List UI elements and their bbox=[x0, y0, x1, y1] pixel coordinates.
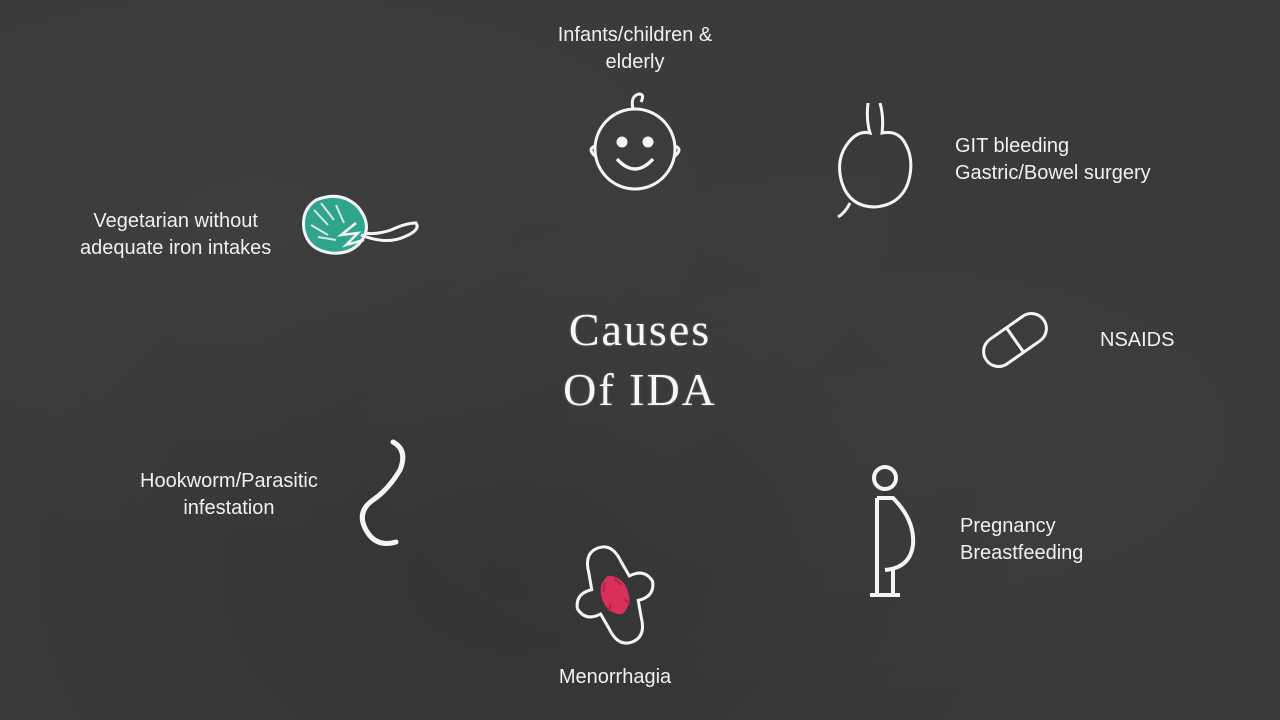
node-menorrhagia: Menorrhagia bbox=[500, 530, 730, 691]
node-nsaids: NSAIDS bbox=[960, 290, 1240, 390]
center-title: Causes Of IDA bbox=[563, 300, 717, 420]
menorrhagia-label: Menorrhagia bbox=[559, 664, 671, 691]
node-git: GIT bleeding Gastric/Bowel surgery bbox=[820, 95, 1200, 225]
nsaids-label: NSAIDS bbox=[1100, 327, 1174, 354]
node-hookworm: Hookworm/Parasitic infestation bbox=[140, 430, 500, 560]
title-line1: Causes bbox=[563, 300, 717, 360]
vegetable-icon bbox=[286, 175, 436, 295]
worm-icon bbox=[338, 430, 428, 560]
hookworm-label: Hookworm/Parasitic infestation bbox=[140, 468, 318, 522]
baby-face-icon bbox=[575, 84, 695, 204]
pad-icon bbox=[550, 530, 680, 660]
pregnancy-label: Pregnancy Breastfeeding bbox=[960, 513, 1083, 567]
node-pregnancy: Pregnancy Breastfeeding bbox=[855, 460, 1175, 620]
git-label: GIT bleeding Gastric/Bowel surgery bbox=[955, 133, 1151, 187]
vegetarian-label: Vegetarian without adequate iron intakes bbox=[80, 208, 271, 262]
pregnant-icon bbox=[855, 460, 925, 620]
pill-icon bbox=[960, 290, 1070, 390]
node-infants: Infants/children & elderly bbox=[500, 22, 770, 204]
infants-label: Infants/children & elderly bbox=[558, 22, 713, 76]
node-vegetarian: Vegetarian without adequate iron intakes bbox=[80, 175, 480, 295]
stomach-icon bbox=[820, 95, 930, 225]
title-line2: Of IDA bbox=[563, 360, 717, 420]
